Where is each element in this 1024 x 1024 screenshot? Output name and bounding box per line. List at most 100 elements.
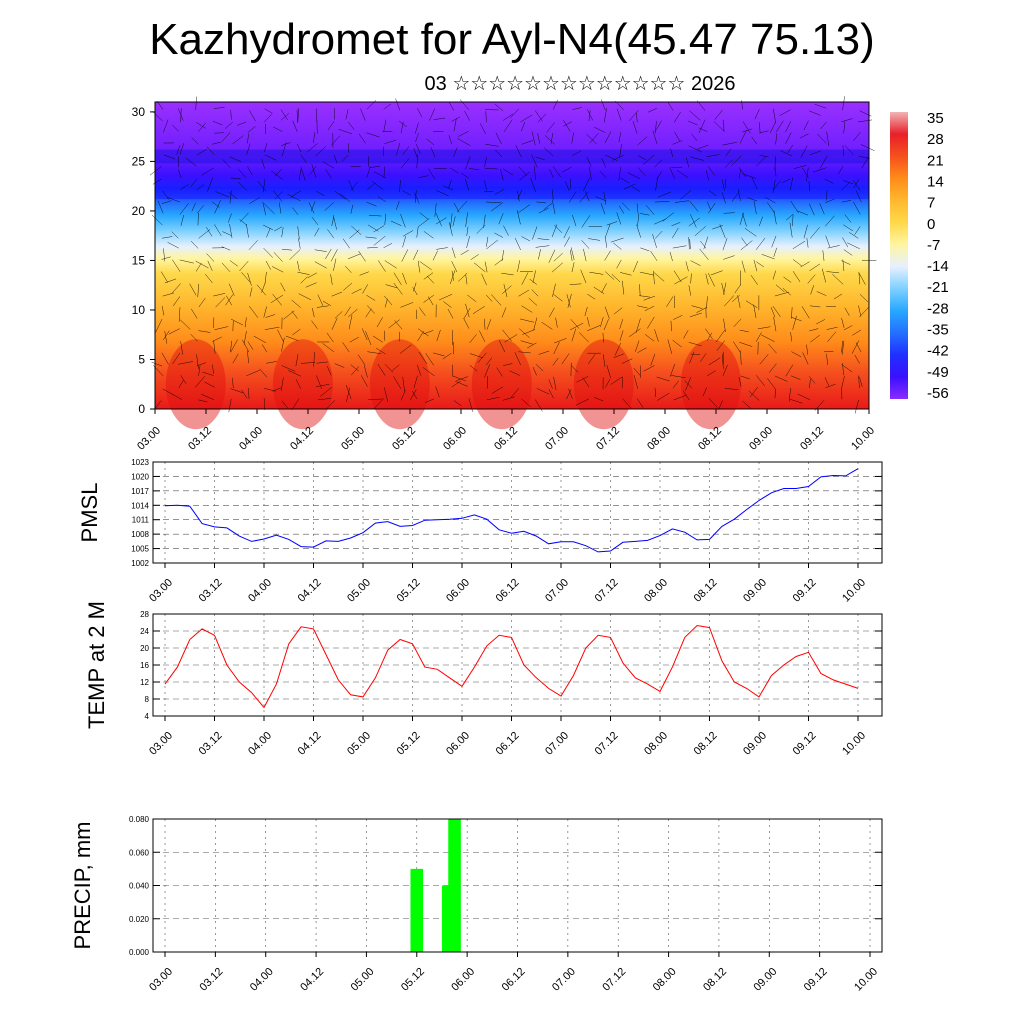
x-tick-label: 03.00 [135, 425, 163, 453]
colorbar-label: -28 [927, 300, 949, 317]
y-tick-label: 28 [140, 610, 149, 619]
y-tick-label: 0 [138, 402, 145, 416]
pmsl-ylabel: PMSL [77, 483, 102, 543]
colorbar-label: 7 [927, 195, 935, 212]
x-tick-label: 03.12 [198, 966, 226, 994]
x-tick-label: 03.12 [197, 577, 225, 605]
x-tick-label: 04.12 [288, 425, 316, 453]
y-tick-label: 1017 [131, 487, 149, 496]
y-tick-label: 1011 [132, 516, 150, 525]
x-tick-label: 07.12 [593, 730, 621, 758]
warm-core [471, 339, 532, 430]
colorbar-label: -56 [927, 385, 949, 402]
x-tick-label: 08.00 [642, 730, 670, 758]
y-tick-label: 20 [132, 204, 146, 218]
x-tick-label: 10.00 [840, 577, 868, 605]
colorbar-label: -49 [927, 364, 949, 381]
precip-bar [410, 868, 424, 952]
x-tick-label: 08.12 [692, 730, 720, 758]
x-tick-label: 07.12 [600, 966, 628, 994]
y-tick-label: 0.060 [129, 848, 150, 857]
y-tick-label: 24 [140, 627, 149, 636]
x-tick-label: 07.00 [543, 730, 571, 758]
x-tick-label: 09.00 [747, 425, 775, 453]
cross-section-field [155, 102, 869, 409]
page-title: Kazhydromet for Ayl-N4(45.47 75.13) [149, 15, 875, 64]
y-tick-label: 0.000 [129, 948, 150, 957]
x-tick-label: 08.12 [692, 577, 720, 605]
y-tick-label: 20 [140, 644, 149, 653]
x-tick-label: 08.00 [645, 425, 673, 453]
x-tick-label: 04.12 [298, 966, 326, 994]
x-tick-label: 07.12 [594, 425, 622, 453]
wind-barbs [149, 96, 877, 414]
colorbar-label: -42 [927, 343, 949, 360]
pmsl-series-line [164, 468, 859, 553]
x-tick-label: 05.12 [399, 966, 427, 994]
colorbar-label: -21 [927, 279, 949, 296]
x-tick-label: 03.00 [147, 966, 175, 994]
x-tick-label: 04.00 [237, 425, 265, 453]
y-tick-label: 1014 [131, 501, 149, 510]
x-tick-label: 06.12 [494, 577, 522, 605]
x-tick-label: 05.00 [345, 730, 373, 758]
y-tick-label: 1005 [131, 545, 149, 554]
pmsl-panel: 03.00 03.12 04.00 04.12 05.00 05.12 06.00 06.12… [77, 458, 883, 605]
x-tick-label: 10.00 [849, 425, 877, 453]
x-tick-label: 04.12 [296, 577, 324, 605]
colorbar [890, 112, 908, 399]
x-tick-label: 09.00 [741, 730, 769, 758]
y-tick-label: 16 [140, 661, 149, 670]
warm-core [573, 339, 634, 430]
cold-band [155, 186, 869, 200]
precip-ylabel: PRECIP, mm [70, 822, 95, 950]
y-tick-label: 30 [132, 105, 146, 119]
x-tick-label: 07.00 [543, 425, 571, 453]
colorbar-label: -35 [927, 322, 949, 339]
x-tick-label: 03.12 [197, 730, 225, 758]
x-tick-label: 04.00 [248, 966, 276, 994]
y-tick-label: 15 [132, 253, 146, 267]
x-tick-label: 03.00 [147, 577, 175, 605]
x-tick-label: 04.12 [296, 730, 324, 758]
x-tick-label: 05.00 [345, 577, 373, 605]
colorbar-label: -14 [927, 258, 949, 275]
colorbar-label: 28 [927, 131, 944, 148]
x-tick-label: 06.00 [444, 577, 472, 605]
x-tick-label: 09.12 [798, 425, 826, 453]
x-tick-label: 10.00 [840, 730, 868, 758]
x-tick-label: 07.12 [593, 577, 621, 605]
x-tick-label: 04.00 [246, 730, 274, 758]
warm-core [272, 339, 333, 430]
temp-2m-ylabel: TEMP at 2 M [84, 601, 109, 729]
y-tick-label: 5 [138, 352, 145, 366]
x-tick-label: 07.00 [550, 966, 578, 994]
x-tick-label: 06.12 [494, 730, 522, 758]
x-tick-label: 09.12 [791, 577, 819, 605]
x-tick-label: 09.12 [802, 966, 830, 994]
x-tick-label: 08.12 [701, 966, 729, 994]
x-tick-label: 07.00 [543, 577, 571, 605]
x-tick-label: 09.12 [791, 730, 819, 758]
y-tick-label: 1008 [131, 530, 149, 539]
temp-2m-frame [152, 613, 883, 717]
y-tick-label: 8 [145, 695, 150, 704]
colorbar-label: 0 [927, 216, 935, 233]
y-tick-label: 0.040 [129, 882, 150, 891]
y-tick-label: 1023 [131, 458, 149, 467]
colorbar-label: 35 [927, 110, 944, 127]
x-tick-label: 06.00 [449, 966, 477, 994]
y-tick-label: 0.080 [129, 815, 150, 824]
x-tick-label: 08.00 [651, 966, 679, 994]
y-tick-label: 1002 [131, 559, 149, 568]
x-tick-label: 05.12 [395, 730, 423, 758]
y-tick-label: 25 [132, 154, 146, 168]
colorbar-label: 21 [927, 152, 944, 169]
x-tick-label: 05.12 [390, 425, 418, 453]
x-tick-label: 06.00 [444, 730, 472, 758]
y-tick-label: 0.020 [129, 915, 150, 924]
y-tick-label: 4 [145, 712, 150, 721]
x-tick-label: 10.00 [852, 966, 880, 994]
precip-bar [448, 819, 461, 952]
warm-core [369, 339, 430, 430]
